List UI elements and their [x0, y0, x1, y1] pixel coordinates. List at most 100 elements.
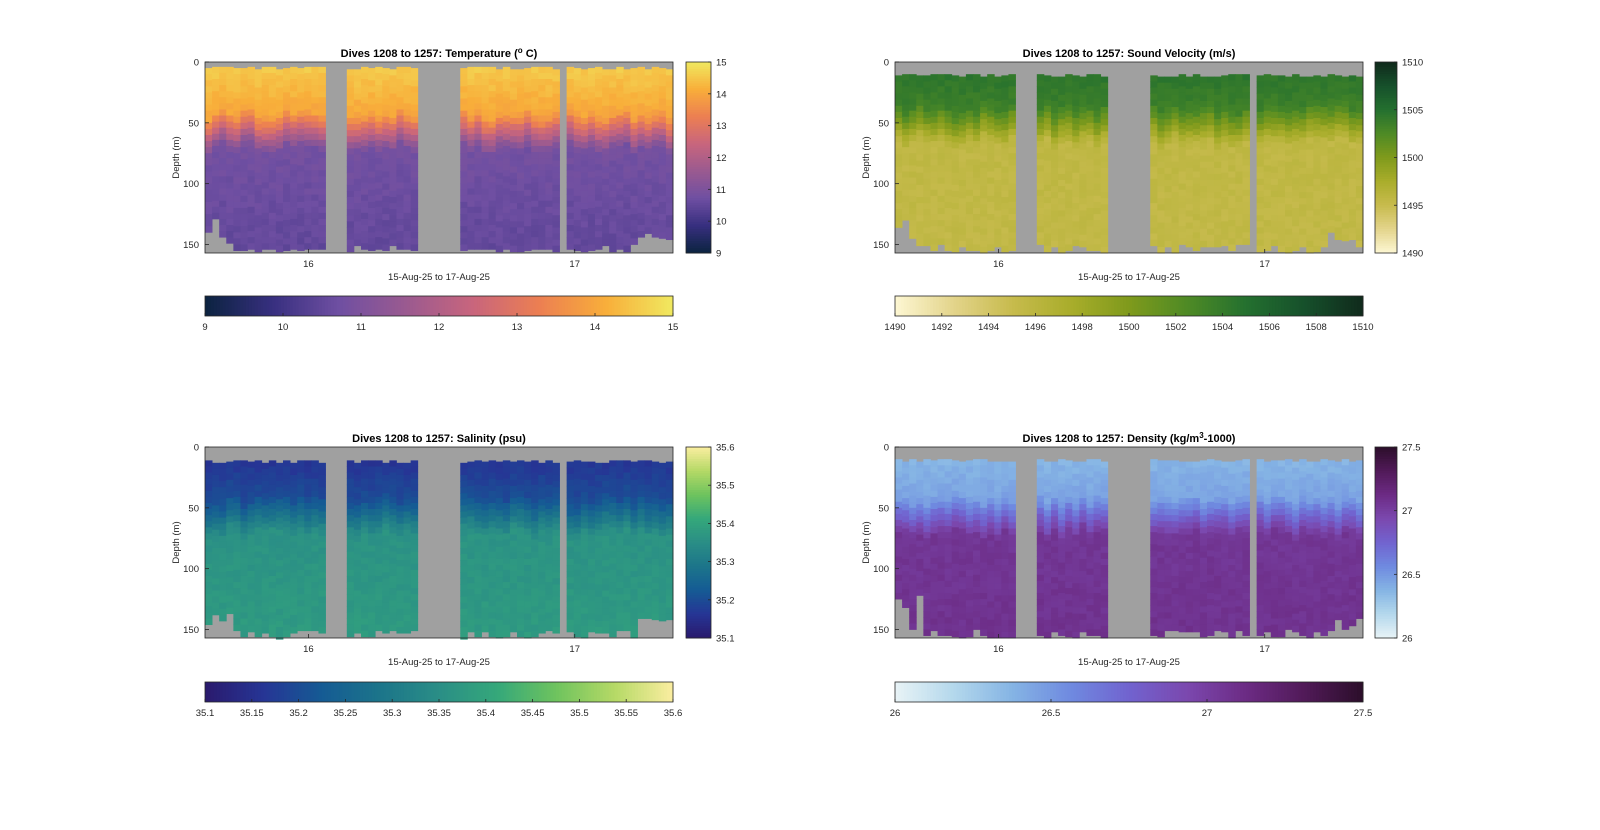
data-cell [909, 165, 917, 172]
data-cell [1270, 184, 1279, 192]
data-cell [937, 226, 946, 233]
data-cell [283, 220, 291, 227]
data-cell [1334, 160, 1343, 168]
data-cell [311, 624, 319, 632]
data-cell [524, 232, 532, 239]
data-cell [297, 220, 305, 227]
data-cell [958, 198, 967, 205]
data-cell [361, 206, 369, 214]
data-cell [502, 496, 511, 504]
data-cell [481, 558, 490, 566]
data-cell [944, 147, 953, 154]
data-cell [268, 127, 277, 135]
data-cell [361, 200, 369, 208]
data-cell [481, 540, 490, 548]
hcolorbar-cell [1088, 296, 1092, 316]
data-cell [1065, 214, 1073, 221]
data-cell [916, 203, 924, 210]
data-cell [595, 139, 603, 147]
data-cell [524, 498, 532, 505]
data-cell [396, 547, 404, 555]
data-cell [247, 565, 256, 572]
data-cell [930, 134, 938, 142]
data-cell [290, 590, 298, 598]
data-cell [403, 566, 412, 573]
data-cell [368, 472, 376, 480]
hcolorbar-cell [1085, 296, 1089, 316]
data-cell [361, 164, 369, 171]
data-cell [268, 630, 277, 638]
data-cell [488, 182, 497, 189]
data-cell [1235, 122, 1243, 130]
data-cell [1185, 210, 1194, 217]
hcolorbar-cell [430, 296, 434, 316]
data-cell [1221, 197, 1229, 204]
data-cell [403, 505, 412, 512]
data-cell [368, 147, 376, 154]
hcolorbar-cell [576, 296, 580, 316]
data-cell [488, 600, 497, 607]
data-cell [382, 627, 390, 634]
data-cell [233, 232, 241, 239]
data-cell [1214, 149, 1222, 157]
data-cell [1164, 131, 1172, 138]
data-cell [311, 478, 319, 486]
data-cell [1207, 143, 1215, 150]
data-cell [460, 493, 468, 500]
data-cell [396, 541, 404, 549]
data-cell [1072, 221, 1080, 228]
hcolorbar-cell [1234, 296, 1238, 316]
data-cell [1072, 215, 1080, 222]
data-cell [609, 124, 617, 131]
data-cell [517, 221, 525, 228]
hcolorbar-cell [947, 296, 952, 316]
data-cell [1008, 134, 1016, 142]
data-cell [1171, 186, 1180, 193]
hcolorbar-cell [670, 296, 674, 316]
data-cell [410, 110, 419, 118]
data-cell [1285, 161, 1293, 169]
data-cell [361, 115, 369, 123]
data-cell [205, 484, 213, 492]
data-cell [623, 105, 631, 113]
data-cell [275, 154, 284, 161]
data-cell [1079, 131, 1087, 138]
data-cell [994, 210, 1002, 217]
data-cell [630, 110, 638, 118]
hcolorbar-cell [649, 296, 654, 316]
data-cell [268, 515, 277, 522]
data-cell [1008, 122, 1016, 130]
data-cell [509, 534, 518, 542]
colorbar-cell [686, 97, 711, 101]
data-cell [502, 194, 511, 202]
hcolorbar-cell [254, 296, 259, 316]
data-cell [1341, 125, 1350, 132]
data-cell [595, 176, 603, 183]
data-cell [630, 92, 638, 99]
hcolorbar-cell [1298, 296, 1303, 316]
data-cell [1093, 238, 1102, 245]
colorbar-cell [1375, 78, 1397, 82]
data-cell [375, 237, 383, 244]
data-cell [247, 127, 256, 135]
data-cell [1327, 134, 1336, 142]
data-cell [1299, 155, 1307, 163]
data-cell [644, 197, 653, 204]
data-cell [1242, 165, 1250, 172]
data-cell [1072, 203, 1080, 210]
data-cell [389, 87, 397, 95]
data-cell [502, 606, 511, 613]
data-cell [1207, 113, 1215, 120]
data-cell [403, 109, 412, 116]
hcolorbar-cell [667, 296, 671, 316]
data-cell [495, 227, 504, 234]
data-cell [517, 600, 525, 607]
data-cell [353, 523, 362, 531]
data-cell [1157, 143, 1165, 150]
data-cell [254, 148, 263, 155]
data-cell [1292, 195, 1300, 203]
data-cell [1313, 245, 1321, 253]
data-cell [509, 485, 518, 493]
data-cell [375, 496, 383, 504]
data-cell [517, 69, 525, 76]
